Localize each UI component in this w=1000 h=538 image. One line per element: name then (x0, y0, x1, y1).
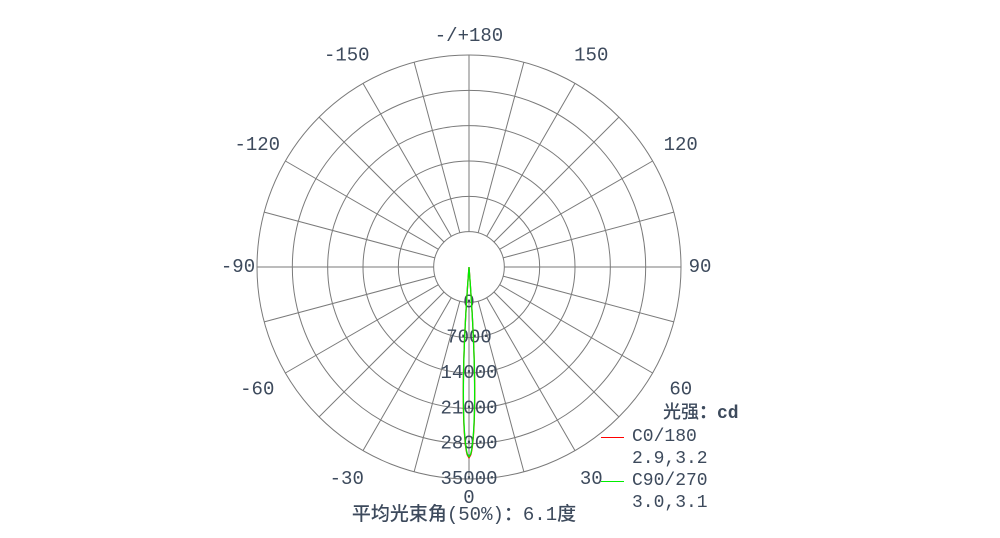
svg-text:90: 90 (689, 256, 712, 278)
svg-text:60: 60 (669, 378, 692, 400)
svg-text:30: 30 (580, 468, 603, 490)
svg-text:-120: -120 (234, 134, 280, 156)
svg-text:-90: -90 (221, 256, 255, 278)
svg-text:120: 120 (664, 134, 698, 156)
svg-text:-150: -150 (324, 44, 370, 66)
svg-text:-60: -60 (240, 378, 274, 400)
svg-text:7000: 7000 (446, 327, 492, 349)
svg-text:28000: 28000 (440, 433, 497, 455)
svg-text:150: 150 (574, 44, 608, 66)
svg-text:21000: 21000 (440, 397, 497, 419)
svg-text:14000: 14000 (440, 362, 497, 384)
svg-text:35000: 35000 (440, 468, 497, 490)
svg-text:-/+180: -/+180 (435, 25, 503, 47)
svg-text:0: 0 (463, 291, 474, 313)
svg-text:-30: -30 (330, 468, 364, 490)
